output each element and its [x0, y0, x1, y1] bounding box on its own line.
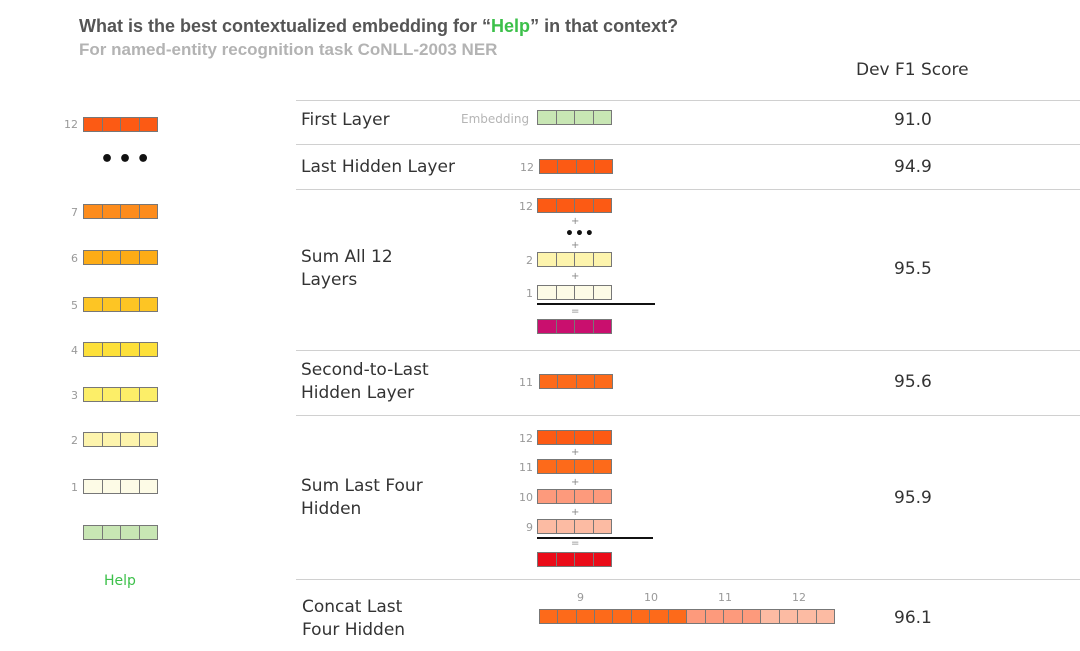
layer-10-segment [613, 609, 687, 624]
vector-tag: 11 [519, 376, 533, 389]
vector-tag: 12 [792, 591, 806, 604]
vector-tag: Embedding [461, 112, 530, 126]
title-prefix: What is the best contextualized embeddin… [79, 16, 492, 36]
plus-operator: + [571, 240, 580, 251]
concat-vector [539, 609, 835, 624]
plus-operator: + [571, 477, 580, 488]
row-label: Sum Last Four Hidden [301, 476, 423, 519]
layer-6-vector [83, 250, 158, 265]
vector-tag: 11 [718, 591, 732, 604]
vector-tag: 12 [519, 432, 533, 445]
layer-7-vector [83, 204, 158, 219]
layer-number-label: 5 [71, 299, 78, 312]
vector-tag: 12 [519, 200, 533, 213]
layer-number-label: 12 [64, 118, 78, 131]
vector-tag: 10 [519, 491, 533, 504]
layer-11-vector [537, 459, 612, 474]
ellipsis-dots: ••• [100, 147, 155, 172]
layer-12-segment [761, 609, 835, 624]
layer-12-vector [537, 430, 612, 445]
vector-tag: 11 [519, 461, 533, 474]
equals-operator: = [571, 538, 580, 549]
layer-number-label: 3 [71, 389, 78, 402]
layer-9-vector [537, 519, 612, 534]
row-divider [296, 189, 1080, 190]
title-suffix: ” in that context? [530, 16, 679, 36]
layer-4-vector [83, 342, 158, 357]
vector-tag: 10 [644, 591, 658, 604]
layer-2-vector [537, 252, 612, 267]
page-subtitle: For named-entity recognition task CoNLL-… [79, 40, 498, 59]
sum-result-vector [537, 552, 612, 567]
row-label: Last Hidden Layer [301, 157, 455, 177]
plus-operator: + [571, 447, 580, 458]
row-divider [296, 144, 1080, 145]
layer-12-vector [537, 198, 612, 213]
ellipsis-dots: ••• [565, 226, 595, 242]
layer-number-label: 2 [71, 434, 78, 447]
row-divider [296, 579, 1080, 580]
page-title: What is the best contextualized embeddin… [79, 16, 678, 37]
score-column-header: Dev F1 Score [856, 60, 969, 80]
embedding-vector [537, 110, 612, 125]
layer-2-vector [83, 432, 158, 447]
f1-score: 91.0 [894, 110, 932, 130]
row-divider [296, 350, 1080, 351]
plus-operator: + [571, 507, 580, 518]
f1-score: 95.5 [894, 259, 932, 279]
vector-tag: 1 [526, 287, 533, 300]
equals-operator: = [571, 306, 580, 317]
row-divider [296, 100, 1080, 101]
layer-12-vector [539, 159, 613, 174]
row-divider [296, 415, 1080, 416]
layer-number-label: 4 [71, 344, 78, 357]
layer-9-segment [539, 609, 613, 624]
title-highlight-word: Help [491, 16, 531, 36]
layer-3-vector [83, 387, 158, 402]
vector-tag: 9 [526, 521, 533, 534]
sum-line [537, 537, 653, 539]
row-label: Concat Last Four Hidden [302, 597, 406, 640]
vector-tag: 12 [520, 161, 534, 174]
f1-score: 94.9 [894, 157, 932, 177]
layer-number-label: 7 [71, 206, 78, 219]
input-word: Help [104, 573, 136, 589]
vector-tag: 9 [577, 591, 584, 604]
layer-11-vector [539, 374, 613, 389]
vector-tag: 2 [526, 254, 533, 267]
layer-12-vector [83, 117, 158, 132]
layer-10-vector [537, 489, 612, 504]
f1-score: 96.1 [894, 608, 932, 628]
plus-operator: + [571, 216, 580, 227]
layer-1-vector [83, 479, 158, 494]
row-label: Second-to-Last Hidden Layer [301, 360, 429, 403]
layer-11-segment [687, 609, 761, 624]
sum-line [537, 303, 655, 305]
row-label: First Layer [301, 110, 390, 130]
f1-score: 95.6 [894, 372, 932, 392]
layer-5-vector [83, 297, 158, 312]
row-label: Sum All 12 Layers [301, 247, 393, 290]
layer-number-label: 1 [71, 481, 78, 494]
layer-number-label: 6 [71, 252, 78, 265]
f1-score: 95.9 [894, 488, 932, 508]
plus-operator: + [571, 271, 580, 282]
sum-result-vector [537, 319, 612, 334]
layer-1-vector [537, 285, 612, 300]
embedding-vector [83, 525, 158, 540]
